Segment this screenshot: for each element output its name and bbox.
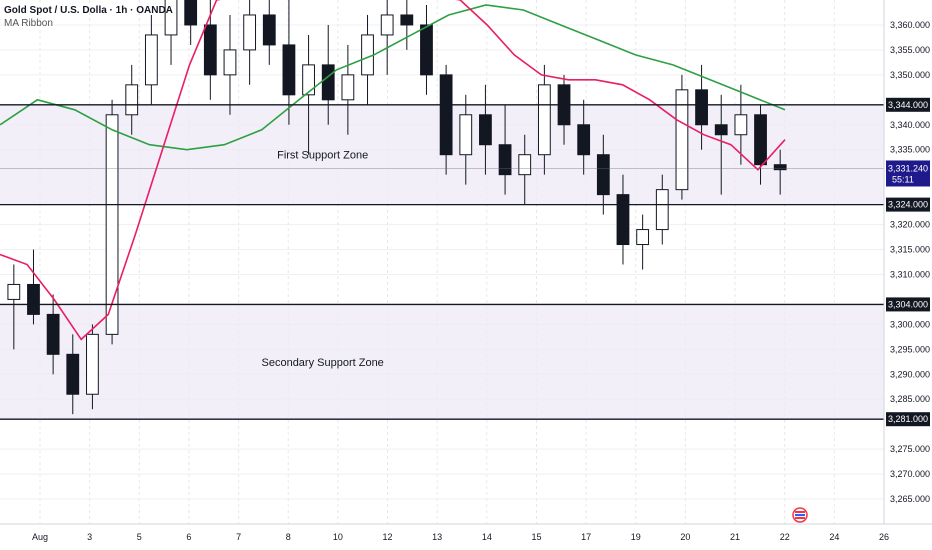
candle-body xyxy=(46,313,60,355)
time-tick: 5 xyxy=(137,532,142,542)
candle-body xyxy=(164,0,178,36)
countdown-label: 55:11 xyxy=(892,174,914,184)
time-tick: 20 xyxy=(680,532,690,542)
price-tick: 3,340.000 xyxy=(890,120,930,130)
candle-body xyxy=(341,74,355,101)
candle-body xyxy=(400,14,414,26)
indicator-name[interactable]: MA Ribbon xyxy=(4,18,53,29)
moving-averages xyxy=(0,0,786,341)
time-tick: 13 xyxy=(432,532,442,542)
candle-body xyxy=(282,44,296,96)
level-badge-label: 3,344.000 xyxy=(888,100,928,110)
candles xyxy=(7,0,787,415)
time-tick: 24 xyxy=(829,532,839,542)
candle-body xyxy=(380,14,394,36)
current-price-badge xyxy=(886,160,930,187)
ma-fast-line xyxy=(0,0,786,341)
candle-body xyxy=(420,24,433,76)
price-tick: 3,270.000 xyxy=(890,469,930,479)
candle-body xyxy=(86,333,99,395)
level-badge xyxy=(886,412,930,427)
support-zone-label: Secondary Support Zone xyxy=(262,357,384,369)
time-tick: 22 xyxy=(780,532,790,542)
level-badge-label: 3,324.000 xyxy=(888,200,928,210)
candle-body xyxy=(321,64,335,101)
level-badge-label: 3,281.000 xyxy=(888,414,928,424)
candle-body xyxy=(125,84,139,116)
level-badge xyxy=(886,197,930,212)
candle-body xyxy=(302,64,315,96)
event-flag-icon[interactable] xyxy=(792,507,808,523)
price-tick: 3,265.000 xyxy=(890,494,930,504)
price-tick: 3,350.000 xyxy=(890,70,930,80)
price-tick: 3,315.000 xyxy=(890,245,930,255)
candle-body xyxy=(675,89,689,191)
candle-body xyxy=(636,229,650,246)
candle-body xyxy=(439,74,453,156)
current-price-label: 3,331.240 xyxy=(888,163,928,173)
candle-body xyxy=(655,189,669,231)
candle-body xyxy=(459,114,473,156)
time-tick: Aug xyxy=(32,532,48,542)
candle-body xyxy=(243,14,257,51)
time-tick: 26 xyxy=(879,532,889,542)
candle-body xyxy=(184,0,198,26)
candle-body xyxy=(144,34,158,86)
candle-body xyxy=(27,283,40,315)
candle-body xyxy=(498,144,512,176)
price-tick: 3,355.000 xyxy=(890,45,930,55)
time-tick: 10 xyxy=(333,532,343,542)
level-badge-label: 3,304.000 xyxy=(888,299,928,309)
candle-body xyxy=(577,124,591,156)
price-tick: 3,275.000 xyxy=(890,444,930,454)
candle-body xyxy=(203,24,217,76)
candle-body xyxy=(262,14,276,46)
price-tick: 3,335.000 xyxy=(890,145,930,155)
candle-body xyxy=(361,34,374,76)
support-zone-rect xyxy=(0,304,884,420)
time-tick: 21 xyxy=(730,532,740,542)
price-axis[interactable]: 3,344.000 3,324.000 3,304.000 3,281.000 3,36… xyxy=(886,20,930,504)
candle-body xyxy=(479,114,492,146)
candle-body xyxy=(7,283,21,300)
time-tick: 7 xyxy=(236,532,241,542)
price-tick: 3,300.000 xyxy=(890,319,930,329)
price-tick: 3,360.000 xyxy=(890,20,930,30)
level-lines xyxy=(0,104,884,420)
price-tick: 3,310.000 xyxy=(890,269,930,279)
time-axis[interactable]: Aug 3 5 6 7 8 10 12 13 14 15 17 19 20 21 22 24 26 xyxy=(32,532,889,542)
candle-body xyxy=(734,114,748,136)
candle-body xyxy=(695,89,708,126)
time-tick: 17 xyxy=(581,532,591,542)
level-badge xyxy=(886,297,930,312)
time-tick: 19 xyxy=(631,532,641,542)
time-tick: 15 xyxy=(531,532,541,542)
chart-legend[interactable]: Gold Spot / U.S. Dolla · 1h · OANDA MA R… xyxy=(4,4,173,30)
symbol-title[interactable]: Gold Spot / U.S. Dolla · 1h · OANDA xyxy=(4,5,173,16)
candle-body xyxy=(518,154,532,176)
support-zone-label: First Support Zone xyxy=(277,150,368,162)
level-badge xyxy=(886,97,930,112)
candle-body xyxy=(773,164,787,171)
price-tick: 3,320.000 xyxy=(890,220,930,230)
price-tick: 3,295.000 xyxy=(890,344,930,354)
time-tick: 6 xyxy=(186,532,191,542)
candle-body xyxy=(616,194,630,246)
candle-body xyxy=(105,114,119,335)
candle-body xyxy=(596,154,610,196)
time-tick: 8 xyxy=(286,532,291,542)
candle-body xyxy=(714,124,728,136)
candle-body xyxy=(754,114,767,166)
candle-body xyxy=(66,353,80,395)
price-tick: 3,290.000 xyxy=(890,369,930,379)
ma-slow-line xyxy=(0,4,786,151)
time-tick: 3 xyxy=(87,532,92,542)
candle-body xyxy=(223,49,237,76)
time-tick: 12 xyxy=(383,532,393,542)
candle-body xyxy=(537,84,551,156)
time-tick: 14 xyxy=(482,532,492,542)
price-tick: 3,285.000 xyxy=(890,394,930,404)
